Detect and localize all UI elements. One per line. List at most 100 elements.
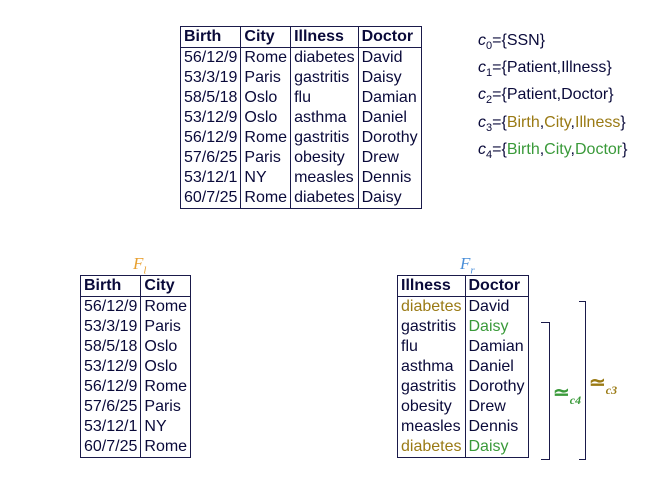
right-fragment-row: diabetes Daisy [397, 437, 529, 458]
left-fragment-label: Fl [133, 254, 146, 276]
right-fragment-cell: Daniel [464, 357, 529, 377]
left-fragment-cell: Paris [140, 317, 192, 337]
right-fragment-cell: Dennis [464, 417, 529, 437]
c3-equivalence-symbol: ≃ [589, 372, 606, 394]
left-fragment-cell: 56/12/9 [79, 377, 142, 397]
main-table-cell: Daisy [357, 188, 422, 209]
left-fragment-cell: 53/12/9 [79, 357, 142, 377]
constraint-comma: , [570, 140, 575, 158]
constraint-comma: , [539, 113, 545, 131]
constraint-attribute: Illness [575, 113, 621, 131]
main-table-cell: 60/7/25 [179, 188, 242, 209]
right-fragment-cell: measles [397, 417, 466, 437]
main-table-cell: 53/3/19 [179, 68, 242, 88]
constraint-comma: , [556, 59, 562, 77]
main-table-cell: 56/12/9 [179, 47, 242, 68]
main-table-cell: Damian [357, 88, 422, 108]
main-table-cell: 58/5/18 [179, 88, 242, 108]
main-table-cell: diabetes [290, 188, 359, 209]
main-table-row: 60/7/25 Rome diabetes Daisy [179, 188, 422, 209]
right-fragment-row: flu Damian [397, 337, 529, 357]
constraint-attribute: Patient [506, 59, 557, 77]
main-table-header-cell: Illness [290, 26, 359, 48]
constraint-open: ={ [492, 59, 507, 77]
left-fragment-cell: 53/3/19 [79, 317, 142, 337]
right-fragment-cell: diabetes [397, 296, 466, 317]
c3-equivalence-label: ≃c3 [589, 370, 617, 398]
right-fragment-label-sub: r [470, 264, 475, 277]
c4-bracket [541, 322, 550, 460]
main-table-cell: flu [290, 88, 359, 108]
main-table-cell: Oslo [240, 108, 292, 128]
left-fragment-cell: 56/12/9 [79, 296, 142, 317]
constraint-c3: c3={Birth,City,Illness} [478, 112, 627, 139]
main-table-header: Birth City Illness Doctor [179, 26, 422, 48]
constraint-close: } [622, 140, 628, 158]
constraint-close: } [606, 59, 612, 77]
constraint-attribute: City [544, 140, 571, 158]
constraint-sub: 1 [486, 67, 493, 80]
main-table-cell: 57/6/25 [179, 148, 242, 168]
constraint-close: } [608, 86, 614, 104]
constraint-comma: , [570, 113, 575, 131]
main-table-cell: gastritis [290, 68, 359, 88]
main-table-cell: Rome [240, 47, 292, 68]
right-fragment-row: obesity Drew [397, 397, 529, 417]
constraint-open: ={ [492, 86, 507, 104]
right-fragment-label: Fr [460, 254, 475, 276]
main-table-cell: measles [290, 168, 359, 188]
main-table-header-cell: Doctor [357, 26, 422, 48]
constraint-open: ={ [492, 32, 507, 49]
left-fragment-row: 56/12/9 Rome [79, 296, 192, 317]
left-fragment-cell: Rome [140, 377, 192, 397]
right-fragment-row: measles Dennis [397, 417, 529, 437]
main-table-cell: 53/12/9 [179, 108, 242, 128]
main-table-cell: NY [240, 168, 292, 188]
left-fragment-body: 56/12/9 Rome 53/3/19 Paris 58/5/18 Oslo 53/12/… [79, 296, 192, 458]
left-fragment-label-sub: l [143, 264, 147, 277]
constraint-name: c [478, 140, 486, 158]
left-fragment-cell: Rome [140, 296, 192, 317]
constraint-sub: 3 [486, 121, 493, 134]
main-table-cell: Paris [240, 68, 292, 88]
right-fragment-cell: gastritis [397, 377, 466, 397]
right-fragment-header: Illness Doctor [397, 275, 529, 297]
constraint-comma: , [539, 140, 545, 158]
left-fragment-cell: 58/5/18 [79, 337, 142, 357]
left-fragment-cell: 53/12/1 [79, 417, 142, 437]
constraint-c4: c4={Birth,City,Doctor} [478, 139, 627, 166]
constraint-attribute: Doctor [561, 86, 609, 104]
constraint-sub: 0 [486, 40, 493, 53]
constraint-close: } [620, 113, 626, 131]
main-table-cell: gastritis [290, 128, 359, 148]
right-fragment-body: diabetes David gastritis Daisy flu Damian asth… [397, 296, 529, 458]
right-fragment-row: diabetes David [397, 296, 529, 317]
left-fragment-row: 56/12/9 Rome [79, 377, 192, 397]
main-table-cell: Drew [357, 148, 422, 168]
main-table-cell: Rome [240, 188, 292, 209]
constraint-open: ={ [492, 113, 507, 131]
constraint-c0: c0={SSN} [478, 30, 627, 57]
right-fragment-row: asthma Daniel [397, 357, 529, 377]
main-table-row: 56/12/9 Rome gastritis Dorothy [179, 128, 422, 148]
main-table-cell: Oslo [240, 88, 292, 108]
main-table-cell: Daisy [357, 68, 422, 88]
right-fragment-cell: obesity [397, 397, 466, 417]
constraint-attribute: Illness [561, 59, 607, 77]
left-fragment-cell: Oslo [140, 357, 192, 377]
left-fragment-row: 53/3/19 Paris [79, 317, 192, 337]
c3-bracket [579, 301, 586, 460]
main-table: Birth City Illness Doctor 56/12/9 Rome diabet… [179, 26, 422, 209]
right-fragment-header-cell: Illness [397, 275, 466, 297]
constraint-c2: c2={Patient,Doctor} [478, 84, 627, 111]
main-table-header-cell: City [240, 26, 292, 48]
c4-equivalence-label: ≃c4 [553, 380, 581, 408]
main-table-cell: asthma [290, 108, 359, 128]
right-fragment-label-text: F [460, 254, 471, 273]
constraint-c1: c1={Patient,Illness} [478, 57, 627, 84]
left-fragment-table: Birth City 56/12/9 Rome 53/3/19 Paris 58/5/18… [79, 275, 192, 458]
left-fragment-cell: Rome [140, 437, 192, 458]
left-fragment-row: 57/6/25 Paris [79, 397, 192, 417]
right-fragment-cell: flu [397, 337, 466, 357]
c4-equivalence-symbol: ≃ [553, 382, 570, 404]
